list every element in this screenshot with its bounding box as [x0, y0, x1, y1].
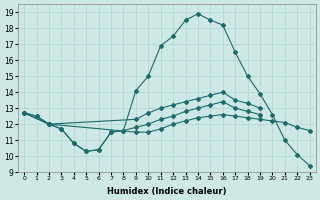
X-axis label: Humidex (Indice chaleur): Humidex (Indice chaleur)	[107, 187, 227, 196]
